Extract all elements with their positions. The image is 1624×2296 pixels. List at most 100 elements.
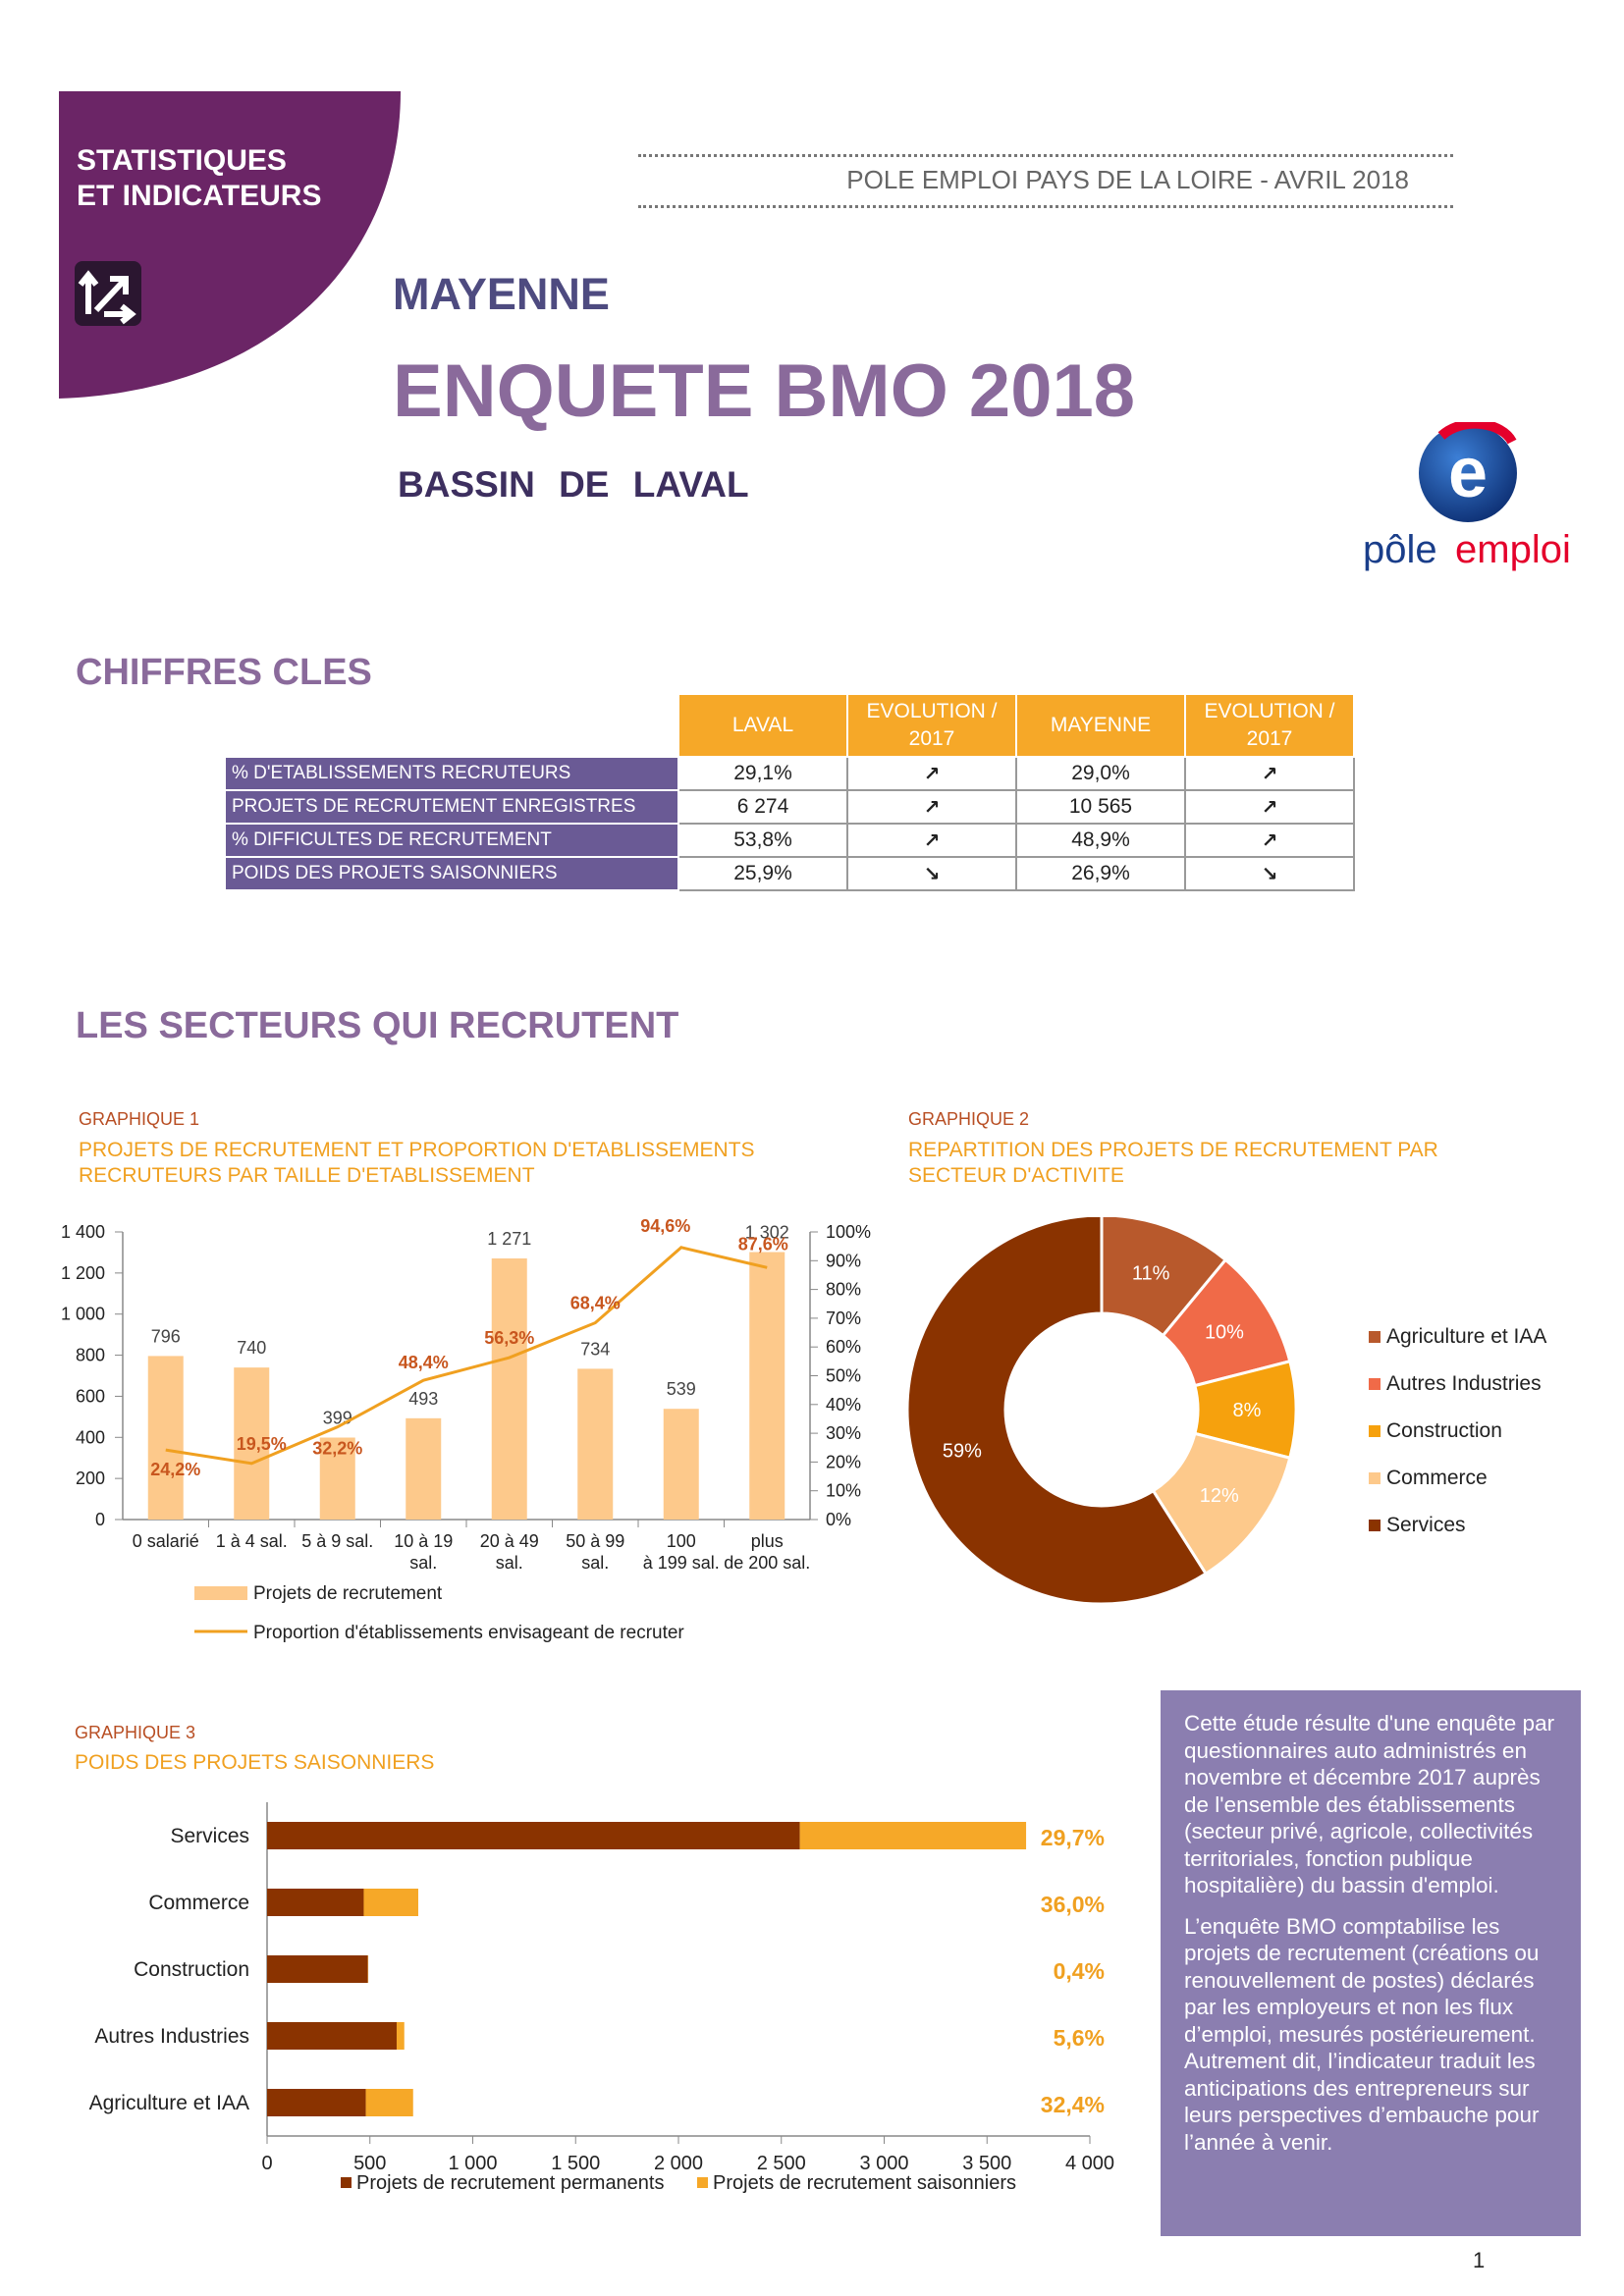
legend-label-permanent: Projets de recrutement permanents [356, 2172, 665, 2194]
y2-tick-label: 40% [826, 1395, 861, 1415]
y2-tick-label: 30% [826, 1423, 861, 1443]
bar-data-label: 493 [408, 1389, 438, 1409]
x-tick-label: 20 à 49 [480, 1531, 539, 1551]
cell-evolution-mayenne: ↘ [1184, 856, 1355, 891]
bar-segment [267, 2089, 366, 2116]
col-header-evolution-laval: EVOLUTION / 2017 [846, 693, 1017, 758]
table-row: POIDS DES PROJETS SAISONNIERS 25,9% ↘ 26… [224, 856, 1355, 891]
row-label: POIDS DES PROJETS SAISONNIERS [224, 856, 679, 891]
cell-evolution-mayenne: ↗ [1184, 823, 1355, 858]
x-tick-label: 2 500 [757, 2153, 806, 2174]
legend-label: Commerce [1386, 1467, 1488, 1489]
slice-data-label: 8% [1233, 1400, 1262, 1421]
bar [234, 1367, 270, 1520]
row-label: % D'ETABLISSEMENTS RECRUTEURS [224, 756, 679, 791]
table-row: % D'ETABLISSEMENTS RECRUTEURS 29,1% ↗ 29… [224, 756, 1355, 791]
chart2-label: GRAPHIQUE 2 [908, 1109, 1030, 1129]
line-data-label: 48,4% [399, 1353, 449, 1372]
x-tick-label: sal. [409, 1553, 437, 1573]
bar-segment [267, 1822, 800, 1849]
x-tick-label: 500 [353, 2153, 386, 2174]
table-header-row: LAVAL EVOLUTION / 2017 MAYENNE EVOLUTION… [225, 693, 1355, 758]
bar-segment [267, 2022, 397, 2050]
slice-data-label: 11% [1132, 1263, 1170, 1285]
bar [491, 1257, 527, 1520]
x-tick-label: plus [751, 1531, 784, 1551]
cell-evolution-laval: ↗ [846, 756, 1017, 791]
bar-segment [267, 1955, 368, 1983]
bar [577, 1368, 614, 1520]
legend-swatch [1369, 1472, 1380, 1484]
bar-segment [363, 1889, 418, 1916]
cell-evolution-laval: ↗ [846, 823, 1017, 858]
y-tick-label: 1 000 [61, 1305, 105, 1324]
key-figures-table: LAVAL EVOLUTION / 2017 MAYENNE EVOLUTION… [224, 693, 1355, 891]
y-tick-label: 800 [76, 1346, 105, 1365]
y2-tick-label: 100% [826, 1222, 871, 1242]
x-tick-label: 0 [261, 2153, 272, 2174]
line-data-label: 56,3% [484, 1328, 534, 1348]
logo-text-pole: pôle [1363, 528, 1437, 571]
x-tick-label: 10 à 19 [394, 1531, 453, 1551]
logo-text-emploi: emploi [1455, 528, 1571, 571]
cell-mayenne: 29,0% [1015, 756, 1186, 791]
cell-evolution-mayenne: ↗ [1184, 789, 1355, 825]
slice-data-label: 10% [1205, 1322, 1244, 1344]
legend-swatch [1369, 1331, 1380, 1343]
cell-mayenne: 48,9% [1015, 823, 1186, 858]
cell-laval: 53,8% [677, 823, 848, 858]
x-tick-label: de 200 sal. [724, 1553, 810, 1573]
y-tick-label: 1 200 [61, 1263, 105, 1283]
legend-label-line: Proportion d'établissements envisageant … [253, 1623, 684, 1643]
x-tick-label: à 199 sal. [643, 1553, 720, 1573]
legend-label: Construction [1386, 1419, 1502, 1442]
section-title-sectors: LES SECTEURS QUI RECRUTENT [76, 1005, 679, 1046]
seasonal-share-label: 0,4% [1054, 1958, 1105, 1984]
category-label: Commerce [148, 1892, 249, 1914]
category-label: Construction [134, 1958, 249, 1981]
bar-segment [267, 1889, 364, 1916]
note-paragraph-2: L’enquête BMO comptabilise les projets d… [1184, 1913, 1540, 2155]
col-header-mayenne: MAYENNE [1015, 693, 1186, 758]
x-tick-label: 4 000 [1065, 2153, 1114, 2174]
x-tick-label: sal. [496, 1553, 523, 1573]
y2-tick-label: 50% [826, 1366, 861, 1386]
y2-tick-label: 80% [826, 1280, 861, 1300]
y2-tick-label: 10% [826, 1481, 861, 1501]
cell-mayenne: 26,9% [1015, 856, 1186, 891]
chart3-title: POIDS DES PROJETS SAISONNIERS [75, 1751, 435, 1774]
bar-data-label: 399 [323, 1408, 352, 1427]
note-paragraph-1: Cette étude résulte d'une enquête par qu… [1184, 1711, 1555, 1897]
bar-segment [365, 2089, 413, 2116]
section-title-key-figures: CHIFFRES CLES [76, 652, 372, 693]
legend-swatch-bars [194, 1586, 247, 1600]
chart3-stacked-bar-chart: 0 500 1 000 1 500 2 000 2 500 3 000 3 500 4 000 S… [89, 1802, 1114, 2194]
basin-title: BASSIN DE LAVAL [398, 464, 749, 506]
chart2-title: REPARTITION DES PROJETS DE RECRUTEMENT P… [908, 1139, 1438, 1187]
cell-laval: 6 274 [677, 789, 848, 825]
methodology-note: Cette étude résulte d'une enquête par qu… [1161, 1690, 1581, 2236]
slice-data-label: 59% [943, 1440, 982, 1462]
department-title: MAYENNE [393, 269, 610, 319]
page-title: ENQUETE BMO 2018 [393, 349, 1135, 433]
bar-data-label: 539 [667, 1379, 696, 1399]
x-tick-label: 5 à 9 sal. [301, 1531, 373, 1551]
bar [147, 1356, 184, 1520]
row-label: % DIFFICULTES DE RECRUTEMENT [224, 823, 679, 858]
bar-data-label: 734 [580, 1339, 610, 1359]
y2-tick-label: 90% [826, 1251, 861, 1270]
x-tick-label: 50 à 99 [566, 1531, 624, 1551]
y-tick-label: 200 [76, 1468, 105, 1488]
category-label: Services [170, 1825, 249, 1847]
bar [749, 1252, 785, 1520]
chart1-combo-chart: 0 200 400 600 800 1 000 1 200 1 400 0% 10% 20% 30% 4… [61, 1216, 871, 1643]
proportion-line [165, 1246, 768, 1466]
legend-swatch [1369, 1378, 1380, 1390]
bar [663, 1409, 699, 1520]
svg-text:e: e [1448, 434, 1488, 512]
y2-tick-label: 60% [826, 1337, 861, 1357]
category-label: Agriculture et IAA [89, 2092, 249, 2114]
pole-emploi-logo: e pôle emploi [1363, 422, 1571, 571]
legend-swatch-permanent [341, 2177, 352, 2188]
row-label: PROJETS DE RECRUTEMENT ENREGISTRES [224, 789, 679, 825]
